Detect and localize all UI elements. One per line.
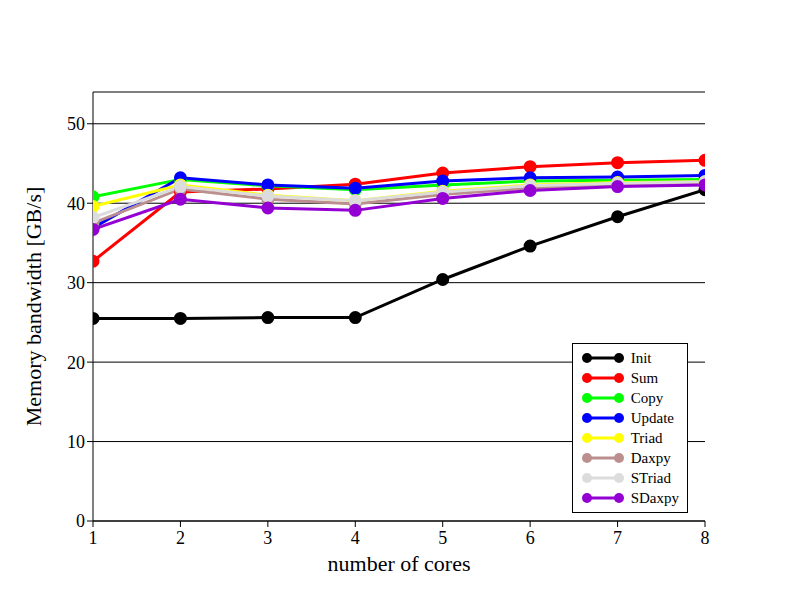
html-text:Init: Init <box>630 350 652 366</box>
svg-text:0: 0 <box>76 511 85 531</box>
svg-text:8: 8 <box>701 528 710 548</box>
svg-text:10: 10 <box>67 432 85 452</box>
html-text:SDaxpy: SDaxpy <box>630 490 679 506</box>
svg-text:7: 7 <box>613 528 622 548</box>
svg-text:4: 4 <box>351 528 360 548</box>
html-text:Daxpy: Daxpy <box>630 450 671 466</box>
html-text:STriad: STriad <box>630 470 671 486</box>
svg-text:5: 5 <box>438 528 447 548</box>
svg-text:40: 40 <box>67 194 85 214</box>
svg-text:1: 1 <box>89 528 98 548</box>
html-text:Triad: Triad <box>630 430 663 446</box>
html-text:Update: Update <box>630 410 674 426</box>
html-text:Copy: Copy <box>630 390 664 406</box>
svg-text:6: 6 <box>526 528 535 548</box>
svg-text:20: 20 <box>67 353 85 373</box>
svg-text:number of cores: number of cores <box>328 551 471 576</box>
svg-text:30: 30 <box>67 273 85 293</box>
html-text:Sum: Sum <box>630 370 659 386</box>
svg-text:2: 2 <box>176 528 185 548</box>
svg-text:3: 3 <box>263 528 272 548</box>
svg-text:Memory bandwidth [GB/s]: Memory bandwidth [GB/s] <box>21 187 46 427</box>
svg-text:50: 50 <box>67 114 85 134</box>
